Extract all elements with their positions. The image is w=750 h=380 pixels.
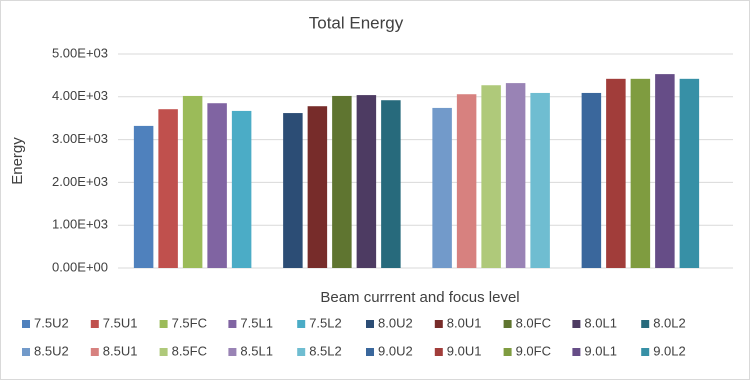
legend-swatch: [366, 320, 374, 328]
legend-swatch: [503, 320, 512, 328]
legend-label: 7.5L2: [309, 315, 342, 330]
bar: [283, 113, 303, 269]
legend-swatch: [572, 348, 581, 356]
bar: [581, 92, 602, 268]
bar: [231, 110, 252, 268]
bar: [381, 100, 401, 268]
legend-swatch: [641, 320, 650, 328]
legend-label: 7.5U1: [103, 315, 138, 330]
y-tick-label: 2.00E+03: [52, 174, 108, 189]
bar: [207, 103, 227, 268]
legend-swatch: [366, 348, 374, 356]
legend-label: 8.5U2: [34, 343, 69, 358]
bar: [332, 95, 352, 268]
bar: [182, 95, 203, 268]
legend-swatch: [22, 320, 30, 328]
legend-swatch: [297, 348, 306, 356]
legend-label: 7.5L1: [240, 315, 273, 330]
bar: [679, 78, 700, 268]
legend-swatch: [434, 348, 443, 356]
x-axis-title: Beam currrent and focus level: [320, 289, 519, 306]
y-tick-label: 1.00E+03: [52, 217, 108, 232]
legend-label: 8.0L2: [653, 315, 686, 330]
legend-label: 9.0FC: [516, 343, 551, 358]
legend-swatch: [90, 348, 99, 356]
y-tick-label: 3.00E+03: [52, 131, 108, 146]
bar: [432, 107, 452, 268]
legend-swatch: [90, 320, 99, 328]
bar: [606, 78, 626, 268]
legend-label: 9.0L1: [584, 343, 617, 358]
bar: [630, 78, 651, 268]
y-axis-title: Energy: [9, 137, 26, 185]
legend-swatch: [228, 320, 237, 328]
bar: [530, 92, 550, 268]
bar: [456, 94, 477, 269]
legend-swatch: [641, 348, 650, 356]
bar: [133, 125, 154, 269]
legend-label: 7.5U2: [34, 315, 69, 330]
legend-label: 9.0U1: [447, 343, 482, 358]
legend-label: 8.0U2: [378, 315, 413, 330]
bar: [481, 85, 501, 268]
legend-label: 8.0U1: [447, 315, 482, 330]
chart-title: Total Energy: [309, 13, 404, 32]
bar: [655, 74, 675, 268]
legend-label: 8.5U1: [103, 343, 138, 358]
legend-label: 8.0FC: [516, 315, 551, 330]
legend-swatch: [572, 320, 581, 328]
bar: [158, 109, 178, 268]
y-tick-label: 5.00E+03: [52, 45, 108, 60]
y-tick-label: 4.00E+03: [52, 88, 108, 103]
legend-label: 8.5FC: [172, 343, 207, 358]
legend-label: 9.0L2: [653, 343, 686, 358]
legend-swatch: [22, 348, 30, 356]
legend-swatch: [228, 348, 237, 356]
bar: [356, 95, 377, 268]
legend-swatch: [159, 320, 168, 328]
legend-label: 8.0L1: [584, 315, 617, 330]
legend-swatch: [434, 320, 443, 328]
legend-label: 7.5FC: [172, 315, 207, 330]
bar: [307, 106, 328, 268]
bar: [505, 83, 526, 268]
legend-swatch: [297, 320, 306, 328]
legend-label: 8.5L1: [240, 343, 273, 358]
legend-swatch: [159, 348, 168, 356]
legend-label: 9.0U2: [378, 343, 413, 358]
legend-label: 8.5L2: [309, 343, 342, 358]
legend-swatch: [503, 348, 512, 356]
y-tick-label: 0.00E+00: [52, 259, 108, 274]
